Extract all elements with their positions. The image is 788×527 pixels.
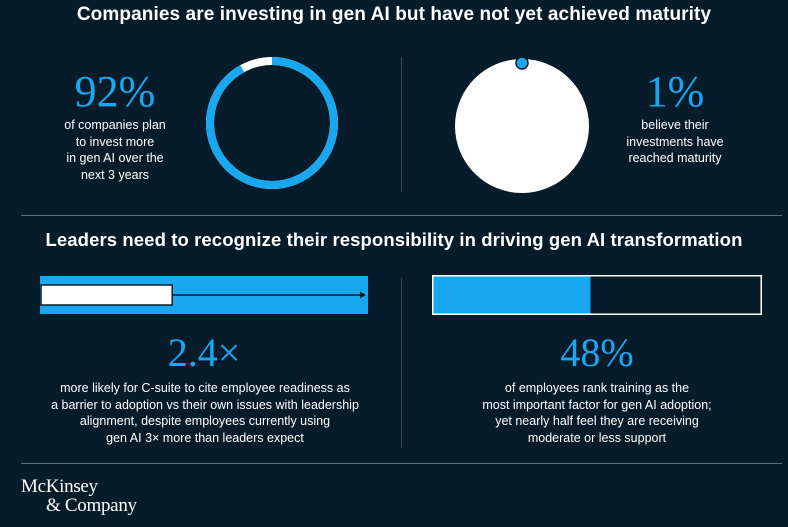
divider-vertical-bottom bbox=[401, 278, 402, 448]
caption-line: of employees rank training as the bbox=[504, 381, 690, 395]
stat-invest-value: 92% bbox=[74, 67, 156, 116]
divider-horizontal-middle bbox=[21, 215, 782, 216]
caption-line: reached maturity bbox=[628, 151, 722, 165]
logo-line-2: & Company bbox=[46, 495, 137, 516]
divider-horizontal-bottom bbox=[21, 463, 782, 464]
pie-slice-value bbox=[515, 56, 529, 70]
caption-line: believe their bbox=[641, 118, 709, 132]
caption-line: next 3 years bbox=[80, 167, 150, 182]
bar-baseline bbox=[40, 284, 173, 306]
stat-maturity-caption: believe their investments have reached m… bbox=[600, 117, 750, 167]
bar-fill-value bbox=[433, 276, 591, 314]
stat-csuite-caption: more likely for C-suite to cite employee… bbox=[20, 380, 390, 446]
stat-invest-caption: of companies plan to invest more in gen … bbox=[40, 117, 190, 183]
bar-track bbox=[432, 275, 762, 315]
page-title: Companies are investing in gen AI but ha… bbox=[76, 4, 712, 25]
arrow-head bbox=[360, 291, 366, 299]
section-title: Leaders need to recognize their responsi… bbox=[45, 229, 743, 250]
stat-csuite-value: 2.4× bbox=[167, 330, 241, 375]
multiplier-bar-chart bbox=[40, 276, 368, 314]
caption-line: moderate or less support bbox=[527, 430, 667, 445]
stat-training-value: 48% bbox=[560, 330, 634, 375]
divider-vertical-top bbox=[401, 57, 402, 192]
caption-line: in gen AI over the bbox=[66, 151, 164, 165]
caption-line: more likely for C-suite to cite employee… bbox=[60, 381, 350, 395]
caption-line: investments have bbox=[626, 134, 724, 149]
caption-line: a barrier to adoption vs their own issue… bbox=[51, 397, 359, 412]
caption-line: to invest more bbox=[75, 134, 155, 149]
donut-chart-invest bbox=[206, 57, 338, 189]
caption-line: yet nearly half feel they are receiving bbox=[495, 414, 699, 428]
stat-maturity-value: 1% bbox=[645, 67, 705, 116]
donut-arc-value bbox=[206, 57, 338, 189]
caption-line: gen AI 3× more than leaders expect bbox=[106, 430, 304, 445]
mckinsey-logo: McKinsey & Company bbox=[21, 477, 137, 515]
caption-line: most important factor for gen AI adoptio… bbox=[482, 397, 712, 412]
caption-line: alignment, despite employees currently u… bbox=[79, 414, 331, 428]
stat-training-caption: of employees rank training as the most i… bbox=[412, 380, 782, 446]
caption-line: of companies plan bbox=[64, 118, 166, 132]
pie-whole bbox=[455, 59, 589, 193]
training-bar-chart bbox=[432, 275, 762, 315]
logo-line-1: McKinsey bbox=[21, 476, 98, 497]
pie-chart-maturity bbox=[455, 56, 589, 193]
